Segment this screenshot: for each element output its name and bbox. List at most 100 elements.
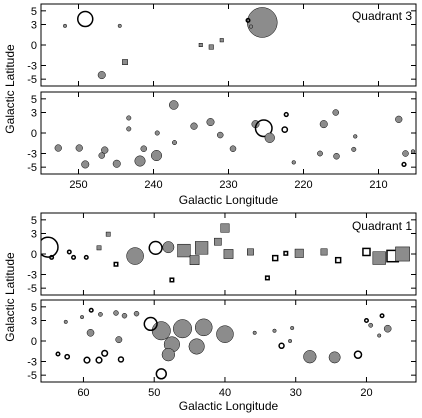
source-circle-marker [247,7,278,38]
chart-0-panel-1-points [54,100,416,169]
y-tick-label: 3 [31,20,37,32]
source-square-marker [220,223,230,233]
source-circle-marker [317,150,323,157]
x-tick-label: 60 [77,387,89,399]
source-circle-marker [83,356,91,364]
x-tick-label: 50 [148,387,160,399]
x-tick-label: 240 [144,179,162,191]
source-circle-marker [63,319,68,324]
y-tick-label: 5 [31,94,37,106]
source-circle-marker [101,349,109,357]
source-circle-marker [353,134,358,139]
source-square-marker [223,249,234,259]
source-square-marker [334,256,342,264]
source-circle-marker [143,316,158,332]
source-circle-marker [154,130,160,136]
source-circle-marker [66,249,72,255]
source-square-marker [395,246,410,262]
source-circle-marker [151,321,171,341]
source-circle-marker [113,310,119,316]
source-circle-marker [81,160,90,169]
source-circle-marker [63,23,67,28]
quadrant-3-label: Quadrant 3 [352,9,412,23]
y-tick-label: -5 [27,162,37,174]
source-square-marker [294,248,304,258]
y-tick-label: 0 [31,336,37,348]
chart-0-y-axis-title: Galactic Latitude [3,44,17,134]
y-tick-label: 0 [31,40,37,52]
source-circle-marker [283,111,289,118]
source-circle-marker [161,348,175,362]
source-circle-marker [117,356,125,363]
source-circle-marker [101,146,109,154]
y-tick-label: 0 [31,128,37,140]
source-square-marker [320,248,328,256]
source-circle-marker [112,159,121,168]
source-square-marker [169,277,175,283]
source-circle-marker [133,310,140,317]
y-tick-label: -3 [27,149,37,161]
y-tick-label: -5 [27,283,37,295]
source-square-marker [122,59,128,65]
source-circle-marker [169,100,179,110]
source-circle-marker [303,350,317,364]
source-circle-marker [206,118,215,127]
source-circle-marker [363,318,369,323]
source-circle-marker [272,328,277,333]
source-square-marker [198,43,203,47]
source-circle-marker [75,144,83,152]
source-square-marker [264,275,270,281]
source-circle-marker [54,144,62,152]
source-circle-marker [173,319,192,339]
x-tick-label: 30 [290,387,302,399]
source-circle-marker [379,313,385,319]
source-square-marker [372,251,386,265]
source-circle-marker [126,115,132,121]
x-tick-label: 230 [219,179,237,191]
source-circle-marker [140,145,147,152]
source-circle-marker [126,126,132,132]
chart-1-panel-0-points [41,223,410,283]
source-circle-marker [368,322,374,328]
source-circle-marker [86,329,95,337]
x-tick-label: 250 [69,179,87,191]
panel-frame [40,91,417,175]
source-circle-marker [291,160,296,165]
source-circle-marker [410,149,416,154]
source-circle-marker [351,146,357,152]
source-circle-marker [88,307,94,313]
source-circle-marker [353,350,363,359]
y-tick-label: 5 [31,302,37,314]
y-tick-label: -5 [27,370,37,382]
source-circle-marker [98,311,103,317]
source-circle-marker [254,119,273,138]
source-circle-marker [188,338,205,355]
source-square-marker [208,44,214,50]
source-circle-marker [332,109,339,116]
source-square-marker [219,38,224,43]
chart-1-panel-1-points [55,307,392,380]
source-circle-marker [134,155,146,167]
source-circle-marker [290,325,295,331]
source-circle-marker [126,247,144,265]
source-circle-marker [148,240,163,255]
x-tick-label: 20 [360,387,372,399]
source-circle-marker [252,330,257,335]
source-circle-marker [71,254,77,260]
source-square-marker [113,261,119,267]
x-tick-label: 220 [294,179,312,191]
source-circle-marker [402,150,409,157]
quadrant-3-chart: Galactic Latitude Galactic Longitude 5 3 0… [3,3,417,207]
y-tick-label: -3 [27,270,37,282]
y-tick-label: 0 [31,249,37,261]
source-circle-marker [333,152,340,160]
source-circle-marker [288,339,293,343]
source-circle-marker [77,10,94,28]
y-tick-label: -3 [27,61,37,73]
source-circle-marker [401,161,407,168]
source-circle-marker [162,241,175,254]
quadrant-1-label: Quadrant 1 [352,219,412,233]
chart-0-panel-0-points [63,7,278,80]
source-circle-marker [172,140,177,146]
